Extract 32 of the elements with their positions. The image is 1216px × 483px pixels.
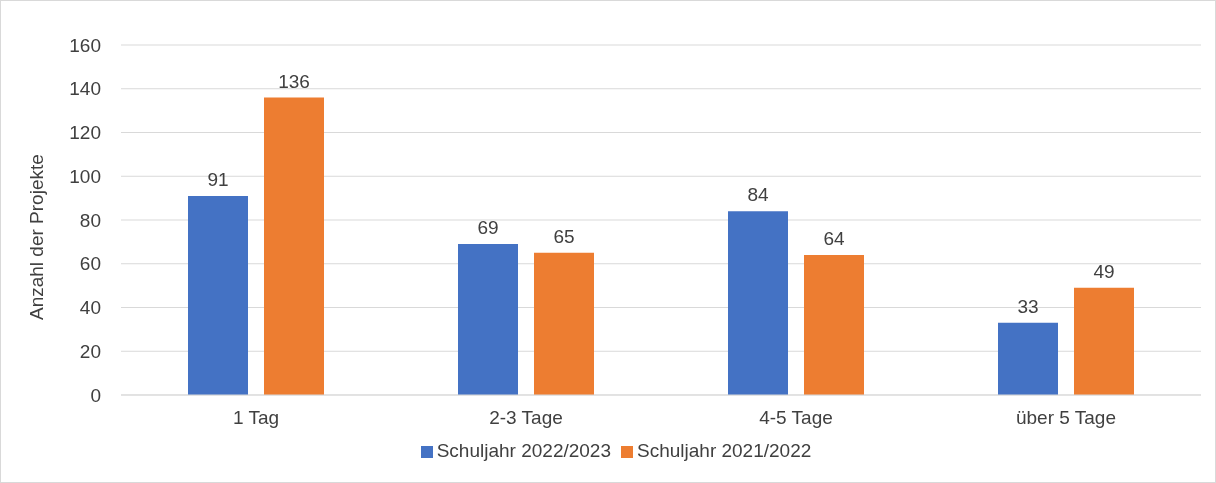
legend-label: Schuljahr 2021/2022	[637, 440, 812, 461]
data-label: 69	[477, 217, 499, 239]
bar	[264, 97, 324, 395]
data-label: 136	[278, 70, 310, 92]
bar	[458, 244, 518, 395]
legend-label: Schuljahr 2022/2023	[436, 440, 611, 461]
y-tick-label: 120	[69, 122, 101, 144]
y-tick-label: 100	[69, 165, 101, 187]
bar	[534, 252, 594, 395]
bar	[728, 211, 788, 395]
x-tick-label: 4-5 Tage	[759, 407, 833, 429]
y-tick-label: 0	[90, 384, 101, 406]
bar	[1074, 287, 1134, 395]
x-tick-label: 2-3 Tage	[489, 407, 563, 429]
x-tick-label: 1 Tag	[232, 407, 280, 429]
bar	[804, 255, 864, 395]
data-label: 91	[207, 168, 229, 190]
data-label: 33	[1017, 295, 1039, 317]
y-axis-title: Anzahl der Projekte	[25, 154, 47, 320]
x-tick-label: über 5 Tage	[1015, 407, 1117, 429]
data-label: 49	[1093, 260, 1115, 282]
bar	[188, 195, 248, 395]
y-tick-label: 80	[79, 209, 101, 231]
y-tick-label: 160	[69, 34, 101, 56]
data-label: 65	[553, 225, 575, 247]
data-label: 84	[747, 184, 769, 206]
data-label: 64	[823, 228, 845, 249]
bar	[998, 322, 1058, 395]
y-tick-label: 60	[79, 253, 101, 275]
y-tick-label: 40	[79, 297, 101, 319]
y-tick-label: 140	[69, 78, 101, 100]
y-tick-label: 20	[79, 340, 101, 362]
